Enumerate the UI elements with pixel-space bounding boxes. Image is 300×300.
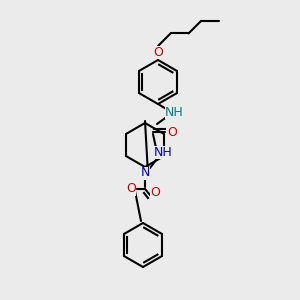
- Text: O: O: [150, 187, 160, 200]
- Text: NH: NH: [154, 146, 172, 158]
- Text: O: O: [167, 125, 177, 139]
- Text: O: O: [126, 182, 136, 196]
- Text: O: O: [153, 46, 163, 59]
- Text: N: N: [140, 167, 150, 179]
- Text: NH: NH: [165, 106, 183, 118]
